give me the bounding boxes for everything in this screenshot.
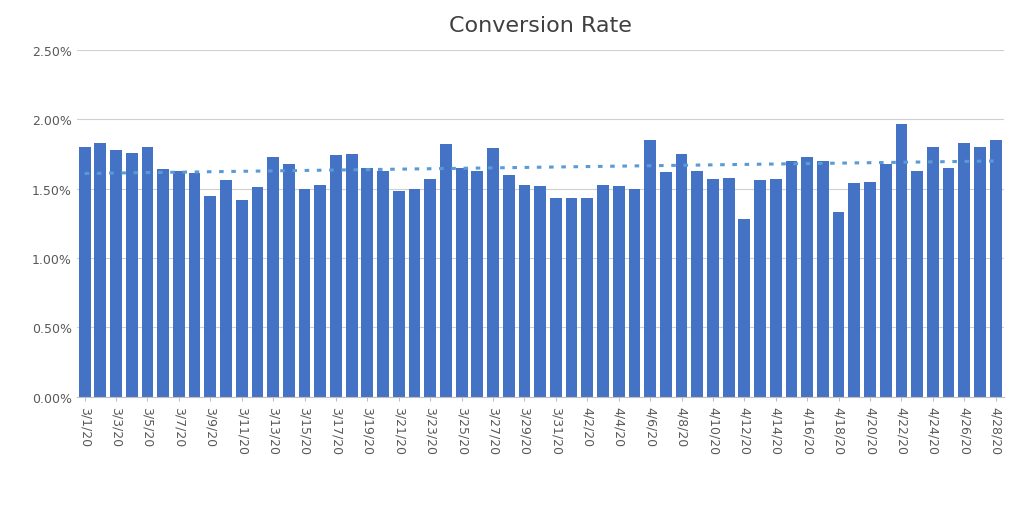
Bar — [738, 220, 751, 397]
Bar — [723, 178, 734, 397]
Bar — [785, 162, 798, 397]
Bar — [518, 185, 530, 397]
Bar — [974, 148, 986, 397]
Bar — [802, 157, 813, 397]
Bar — [659, 173, 672, 397]
Bar — [205, 196, 216, 397]
Bar — [550, 199, 562, 397]
Bar — [487, 149, 499, 397]
Bar — [597, 185, 609, 397]
Bar — [927, 148, 939, 397]
Bar — [267, 157, 279, 397]
Bar — [911, 172, 923, 397]
Bar — [691, 172, 703, 397]
Bar — [361, 168, 374, 397]
Bar — [158, 170, 169, 397]
Bar — [471, 172, 483, 397]
Bar — [346, 155, 357, 397]
Bar — [141, 148, 154, 397]
Bar — [456, 168, 468, 397]
Bar — [770, 180, 781, 397]
Bar — [754, 181, 766, 397]
Bar — [393, 192, 404, 397]
Bar — [503, 176, 515, 397]
Bar — [707, 180, 719, 397]
Bar — [79, 148, 90, 397]
Bar — [958, 144, 970, 397]
Bar — [612, 187, 625, 397]
Bar — [330, 156, 342, 397]
Bar — [943, 168, 954, 397]
Bar — [817, 162, 828, 397]
Bar — [990, 141, 1001, 397]
Bar — [424, 180, 436, 397]
Bar — [644, 141, 656, 397]
Bar — [864, 182, 876, 397]
Bar — [252, 188, 263, 397]
Bar — [582, 199, 593, 397]
Bar — [629, 189, 640, 397]
Bar — [188, 174, 201, 397]
Bar — [377, 172, 389, 397]
Bar — [126, 153, 137, 397]
Bar — [896, 124, 907, 397]
Bar — [111, 151, 122, 397]
Bar — [173, 172, 184, 397]
Bar — [220, 181, 231, 397]
Bar — [849, 184, 860, 397]
Bar — [283, 164, 295, 397]
Bar — [409, 189, 421, 397]
Title: Conversion Rate: Conversion Rate — [449, 16, 632, 36]
Bar — [565, 199, 578, 397]
Bar — [833, 213, 845, 397]
Bar — [535, 187, 546, 397]
Bar — [676, 155, 687, 397]
Bar — [314, 185, 327, 397]
Bar — [440, 145, 452, 397]
Bar — [94, 144, 106, 397]
Bar — [880, 164, 892, 397]
Bar — [299, 189, 310, 397]
Bar — [236, 201, 248, 397]
